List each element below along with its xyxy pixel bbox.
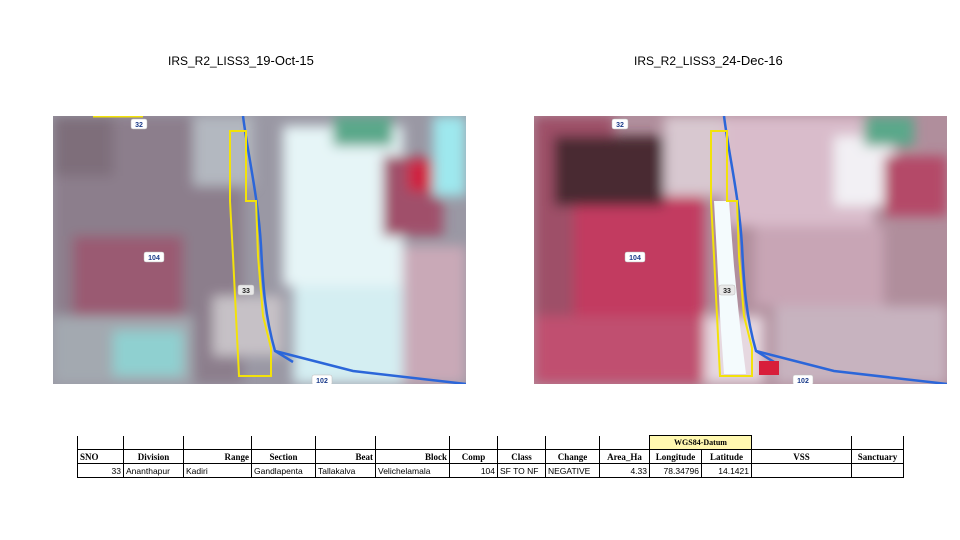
header-change: Change <box>545 449 600 464</box>
header-block: Block <box>375 449 450 464</box>
right-title-prefix: IRS_R2_LISS3_ <box>634 54 723 68</box>
datum-label: WGS84-Datum <box>649 435 752 450</box>
header-comp: Comp <box>449 449 498 464</box>
table-header-row: SNO Division Range Section Beat Block Co… <box>77 449 904 464</box>
cell-beat: Tallakalva <box>315 463 376 478</box>
cell-vss <box>751 463 852 478</box>
compartment-boundary <box>229 130 272 377</box>
header-latitude: Latitude <box>701 449 752 464</box>
attribute-table: WGS84-Datum SNO Division Range Section B… <box>77 435 904 478</box>
table-row: 33 Ananthapur Kadiri Gandlapenta Tallaka… <box>77 463 904 478</box>
compartment-label-33-right: 33 <box>718 284 736 296</box>
svg-text:33: 33 <box>242 288 250 295</box>
road-label-102-right: 102 <box>792 374 814 384</box>
svg-text:104: 104 <box>629 255 641 262</box>
svg-text:102: 102 <box>797 378 809 384</box>
compartment-label-33: 33 <box>237 284 255 296</box>
header-range: Range <box>183 449 252 464</box>
cell-longitude: 78.34796 <box>649 463 702 478</box>
road-label-104-right: 104 <box>624 251 646 263</box>
svg-text:33: 33 <box>723 288 731 295</box>
left-satellite-image: 32 104 33 102 <box>53 116 466 384</box>
cell-class: SF TO NF <box>497 463 546 478</box>
right-title-date: 24-Dec-16 <box>722 53 783 68</box>
cell-section: Gandlapenta <box>251 463 316 478</box>
header-class: Class <box>497 449 546 464</box>
left-title-date: 19-Oct-15 <box>256 53 314 68</box>
header-vss: VSS <box>751 449 852 464</box>
road-label-104: 104 <box>143 251 165 263</box>
road-line <box>241 116 294 364</box>
cell-block: Velichelamala <box>375 463 450 478</box>
header-division: Division <box>123 449 184 464</box>
left-title-prefix: IRS_R2_LISS3_ <box>168 54 257 68</box>
road-label-32-right: 32 <box>611 118 629 130</box>
header-sanctuary: Sanctuary <box>851 449 904 464</box>
road-label-102: 102 <box>311 374 333 384</box>
header-sno: SNO <box>77 449 124 464</box>
cell-latitude: 14.1421 <box>701 463 752 478</box>
header-longitude: Longitude <box>649 449 702 464</box>
svg-text:32: 32 <box>616 122 624 129</box>
svg-text:104: 104 <box>148 255 160 262</box>
svg-text:102: 102 <box>316 378 328 384</box>
road-label-32: 32 <box>130 118 148 130</box>
cell-area: 4.33 <box>599 463 650 478</box>
header-area: Area_Ha <box>599 449 650 464</box>
svg-text:32: 32 <box>135 122 143 129</box>
table-header-top-row: WGS84-Datum <box>77 435 904 450</box>
cell-division: Ananthapur <box>123 463 184 478</box>
cell-change: NEGATIVE <box>545 463 600 478</box>
cell-comp: 104 <box>449 463 498 478</box>
right-image-title: IRS_R2_LISS3_24-Dec-16 <box>634 53 783 68</box>
compartment-boundary-right <box>710 130 753 377</box>
left-image-title: IRS_R2_LISS3_19-Oct-15 <box>168 53 314 68</box>
right-satellite-image: 32 104 33 102 <box>534 116 947 384</box>
header-section: Section <box>251 449 316 464</box>
cell-range: Kadiri <box>183 463 252 478</box>
cell-sanctuary <box>851 463 904 478</box>
header-beat: Beat <box>315 449 376 464</box>
cell-sno: 33 <box>77 463 124 478</box>
